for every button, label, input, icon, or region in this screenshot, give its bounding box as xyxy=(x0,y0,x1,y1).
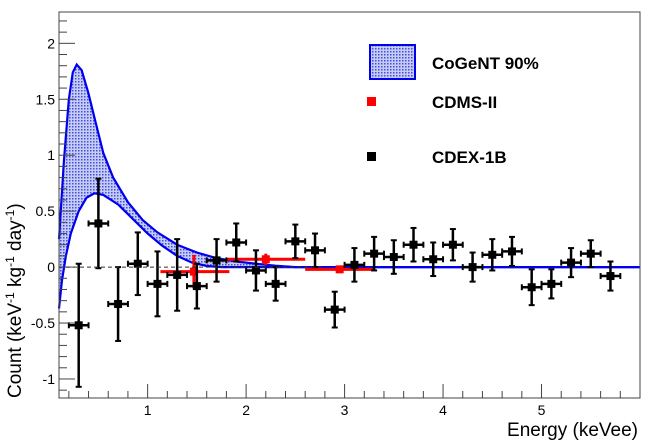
cdex-marker xyxy=(271,279,280,288)
cdex-marker xyxy=(507,247,516,256)
cdex-point xyxy=(599,260,622,292)
cdex-point xyxy=(520,268,543,307)
cdex-marker xyxy=(192,282,201,291)
cdex-marker xyxy=(94,219,103,228)
cdex-marker xyxy=(586,249,595,258)
cdex-point xyxy=(126,231,149,297)
cdex-marker xyxy=(606,272,615,281)
cdex-point xyxy=(540,268,563,300)
cdex-point xyxy=(146,250,169,318)
cdex-point xyxy=(382,239,405,275)
cdex-point xyxy=(560,247,582,279)
cdms-marker xyxy=(335,265,344,274)
cdex-point xyxy=(323,290,346,329)
cdex-point xyxy=(402,226,425,263)
cdex-marker xyxy=(409,240,418,249)
cdex-marker xyxy=(488,250,497,259)
y-tick-label: 1.5 xyxy=(36,91,56,107)
cdex-marker xyxy=(567,258,576,267)
cdex-marker xyxy=(448,240,457,249)
cdex-marker xyxy=(291,237,300,246)
cdex-marker xyxy=(370,249,379,258)
y-tick-label: -0.5 xyxy=(31,315,55,331)
legend-marker-cdex xyxy=(367,152,376,161)
cdex-marker xyxy=(74,321,83,330)
cdex-point xyxy=(461,251,484,283)
cdex-marker xyxy=(133,259,142,268)
cdex-point xyxy=(166,238,189,312)
cdex-marker xyxy=(153,279,162,288)
cdex-point xyxy=(67,262,90,388)
cdms-marker xyxy=(261,255,270,264)
cdex-point xyxy=(579,239,602,269)
cdex-marker xyxy=(232,238,241,247)
cdms-marker xyxy=(189,267,198,276)
legend-label-cogent: CoGeNT 90% xyxy=(432,54,539,73)
cdex-point xyxy=(205,238,228,283)
cogent-lower-curve xyxy=(57,192,640,309)
cdex-point xyxy=(501,235,523,267)
cdex-point xyxy=(264,266,287,302)
cdex-point xyxy=(422,241,445,278)
legend-label-cdms: CDMS-II xyxy=(432,93,497,112)
cdex-point xyxy=(284,223,307,260)
x-tick-label: 3 xyxy=(341,402,349,418)
cdex-point xyxy=(87,177,110,270)
plot-frame xyxy=(58,11,641,399)
cdex-point xyxy=(107,266,129,342)
cdex-marker xyxy=(173,270,182,279)
cdex-marker xyxy=(251,266,260,275)
cdex-marker xyxy=(527,283,536,292)
cdex-point xyxy=(186,262,208,310)
y-tick-label: 1 xyxy=(47,147,55,163)
cdex-point xyxy=(225,222,248,263)
cdex-marker xyxy=(311,246,320,255)
cdex-marker xyxy=(389,253,398,262)
cdex-point xyxy=(363,235,385,272)
cdex-marker xyxy=(547,279,556,288)
x-tick-label: 4 xyxy=(439,402,447,418)
legend: CoGeNT 90% CDMS-II CDEX-1B xyxy=(367,44,539,167)
x-tick-label: 2 xyxy=(242,402,250,418)
cdex-marker xyxy=(350,260,359,269)
y-tick-label: -1 xyxy=(43,371,56,387)
cogent-upper-curve xyxy=(57,62,640,269)
cdex-point xyxy=(304,232,326,269)
y-tick-label: 0 xyxy=(47,259,55,275)
cogent-band xyxy=(59,64,640,309)
x-tick-label: 5 xyxy=(538,402,546,418)
cdex-point xyxy=(442,228,464,262)
legend-marker-cdms xyxy=(367,97,376,106)
cdex-marker xyxy=(468,263,477,272)
legend-label-cdex: CDEX-1B xyxy=(432,148,507,167)
cdex-marker xyxy=(114,300,123,309)
cdms-point xyxy=(226,253,306,265)
y-tick-label: 0.5 xyxy=(36,203,56,219)
x-axis-label: Energy (keVee) xyxy=(507,420,638,441)
y-axis-label: Count (keV-1 kg-1 day-1) xyxy=(3,203,26,398)
cdex-marker xyxy=(212,256,221,265)
y-tick-label: 2 xyxy=(47,35,55,51)
cdex-point xyxy=(245,249,267,292)
cdex-point xyxy=(481,238,504,272)
cdms-point xyxy=(305,265,375,274)
cdex-point xyxy=(343,247,366,283)
cdex-marker xyxy=(429,255,438,264)
legend-swatch-cogent xyxy=(369,44,416,80)
cdex-marker xyxy=(330,305,339,314)
x-tick-label: 1 xyxy=(144,402,152,418)
